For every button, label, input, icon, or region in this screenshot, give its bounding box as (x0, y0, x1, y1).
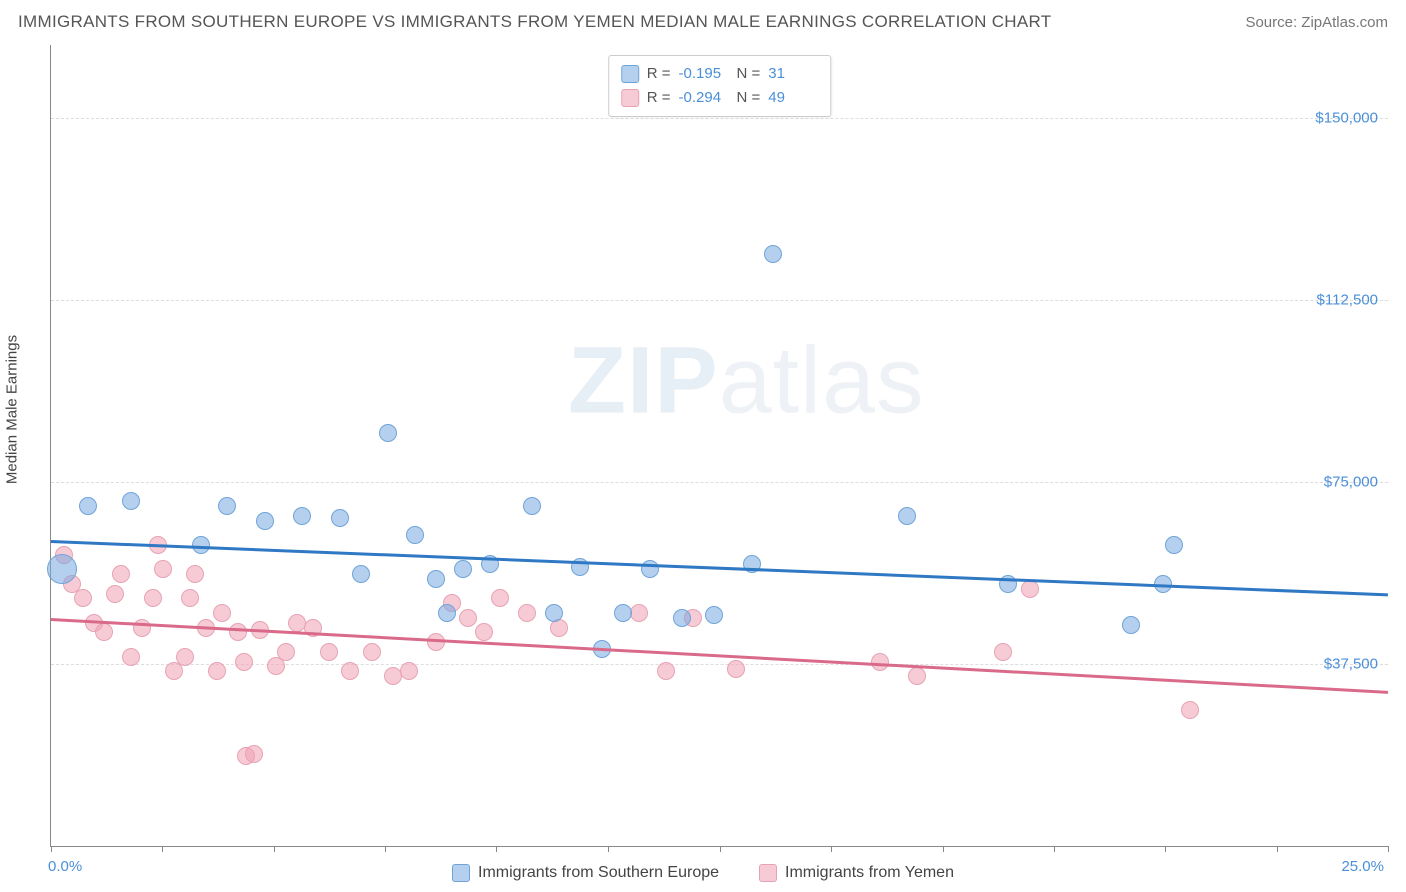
pink-point (427, 633, 445, 651)
blue-point (1165, 536, 1183, 554)
blue-point (331, 509, 349, 527)
x-tick (274, 846, 275, 852)
blue-point (545, 604, 563, 622)
pink-point (518, 604, 536, 622)
legend-item-pink: Immigrants from Yemen (759, 864, 954, 882)
pink-point (1021, 580, 1039, 598)
legend-swatch-pink (621, 89, 639, 107)
pink-point (133, 619, 151, 637)
blue-point (614, 604, 632, 622)
gridline (51, 300, 1388, 301)
x-tick (496, 846, 497, 852)
x-tick (608, 846, 609, 852)
chart-title: IMMIGRANTS FROM SOUTHERN EUROPE VS IMMIG… (18, 12, 1051, 32)
pink-point (144, 589, 162, 607)
scatter-plot: ZIPatlas R = -0.195 N = 31 R = -0.294 N … (50, 45, 1388, 847)
pink-point (176, 648, 194, 666)
blue-trendline (51, 540, 1388, 596)
blue-point (454, 560, 472, 578)
pink-point (994, 643, 1012, 661)
watermark: ZIPatlas (568, 327, 924, 436)
x-tick (385, 846, 386, 852)
x-tick (1054, 846, 1055, 852)
pink-point (277, 643, 295, 661)
y-tick-label: $75,000 (1324, 473, 1378, 490)
x-tick (51, 846, 52, 852)
pink-point (491, 589, 509, 607)
blue-point (47, 554, 77, 584)
pink-point (229, 623, 247, 641)
gridline (51, 118, 1388, 119)
pink-point (459, 609, 477, 627)
pink-point (475, 623, 493, 641)
bottom-legend: Immigrants from Southern Europe Immigran… (0, 864, 1406, 882)
y-tick-label: $37,500 (1324, 655, 1378, 672)
blue-point (898, 507, 916, 525)
y-axis-label: Median Male Earnings (4, 335, 21, 484)
blue-point (705, 606, 723, 624)
pink-point (657, 662, 675, 680)
blue-point (406, 526, 424, 544)
pink-point (400, 662, 418, 680)
blue-point (673, 609, 691, 627)
pink-point (245, 745, 263, 763)
blue-point (79, 497, 97, 515)
pink-point (208, 662, 226, 680)
pink-point (630, 604, 648, 622)
blue-point (523, 497, 541, 515)
y-tick-label: $150,000 (1315, 109, 1378, 126)
x-tick (943, 846, 944, 852)
blue-point (122, 492, 140, 510)
legend-row-blue: R = -0.195 N = 31 (621, 62, 819, 86)
x-tick (720, 846, 721, 852)
pink-point (213, 604, 231, 622)
legend-swatch-blue-icon (452, 864, 470, 882)
legend-row-pink: R = -0.294 N = 49 (621, 86, 819, 110)
pink-point (363, 643, 381, 661)
pink-point (727, 660, 745, 678)
pink-point (122, 648, 140, 666)
blue-point (293, 507, 311, 525)
legend-item-blue: Immigrants from Southern Europe (452, 864, 719, 882)
legend-swatch-blue (621, 65, 639, 83)
x-tick (1277, 846, 1278, 852)
pink-point (95, 623, 113, 641)
pink-point (112, 565, 130, 583)
pink-point (235, 653, 253, 671)
blue-point (218, 497, 236, 515)
blue-point (438, 604, 456, 622)
x-tick (1388, 846, 1389, 852)
pink-point (186, 565, 204, 583)
x-tick (831, 846, 832, 852)
blue-point (352, 565, 370, 583)
pink-point (871, 653, 889, 671)
x-tick (162, 846, 163, 852)
y-tick-label: $112,500 (1317, 291, 1378, 308)
pink-point (106, 585, 124, 603)
blue-point (1122, 616, 1140, 634)
gridline (51, 482, 1388, 483)
pink-point (341, 662, 359, 680)
blue-point (256, 512, 274, 530)
stats-legend: R = -0.195 N = 31 R = -0.294 N = 49 (608, 55, 832, 117)
pink-trendline (51, 618, 1388, 693)
legend-swatch-pink-icon (759, 864, 777, 882)
blue-point (427, 570, 445, 588)
pink-point (908, 667, 926, 685)
blue-point (379, 424, 397, 442)
pink-point (181, 589, 199, 607)
pink-point (320, 643, 338, 661)
pink-point (1181, 701, 1199, 719)
pink-point (74, 589, 92, 607)
pink-point (154, 560, 172, 578)
x-tick (1165, 846, 1166, 852)
blue-point (764, 245, 782, 263)
source-label: Source: ZipAtlas.com (1245, 14, 1388, 31)
